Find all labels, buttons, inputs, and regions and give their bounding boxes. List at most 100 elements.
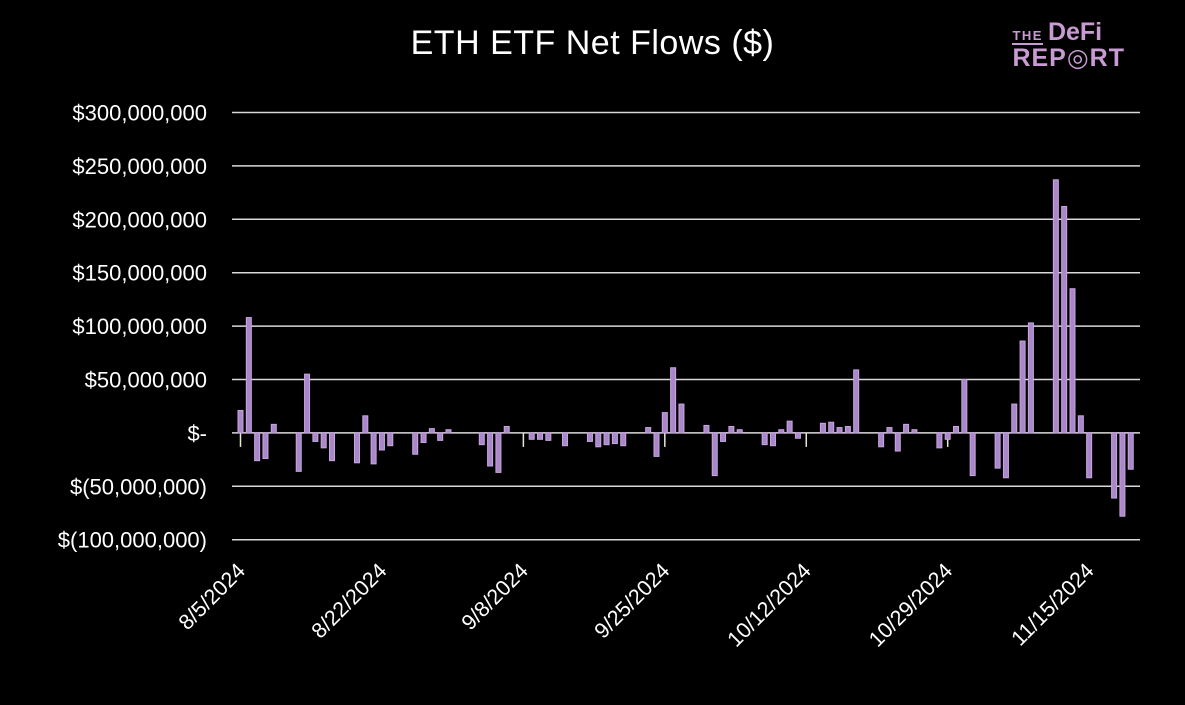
bar-8/26/2024	[412, 432, 419, 455]
y-axis-label: $(50,000,000)	[70, 474, 207, 499]
logo-the: THE	[1012, 28, 1043, 45]
bar-9/10/2024	[537, 432, 544, 440]
bar-10/11/2024	[794, 432, 801, 439]
bar-10/10/2024	[786, 420, 793, 434]
bar-11/13/2024	[1069, 288, 1076, 434]
bar-9/9/2024	[528, 432, 535, 440]
bar-8/16/2024	[329, 432, 336, 462]
bar-8/9/2024	[270, 423, 277, 434]
bar-8/20/2024	[362, 415, 369, 434]
bar-10/18/2024	[853, 369, 860, 434]
bar-8/29/2024	[437, 432, 444, 441]
x-axis-tick	[522, 433, 525, 447]
bar-8/15/2024	[320, 432, 327, 449]
bar-10/25/2024	[911, 429, 918, 434]
logo-rt: RT	[1089, 44, 1125, 72]
bar-9/17/2024	[595, 432, 602, 448]
bar-10/16/2024	[836, 427, 843, 434]
defi-report-logo: THE DeFi REP◎RT	[1012, 20, 1125, 71]
bar-9/16/2024	[586, 432, 593, 442]
x-axis-label: 10/12/2024	[723, 559, 816, 652]
bar-10/31/2024	[961, 379, 968, 434]
bar-11/5/2024	[1002, 432, 1009, 479]
bar-9/23/2024	[645, 427, 652, 434]
bar-10/14/2024	[819, 422, 826, 434]
bar-11/4/2024	[994, 432, 1001, 469]
bar-10/30/2024	[953, 425, 960, 434]
y-axis-label: $250,000,000	[72, 154, 207, 179]
x-axis-label: 9/8/2024	[457, 559, 533, 635]
bar-9/26/2024	[670, 367, 677, 434]
bar-8/22/2024	[378, 432, 385, 451]
bar-8/19/2024	[353, 432, 360, 464]
y-axis-label: $300,000,000	[72, 101, 207, 126]
y-axis-label: $50,000,000	[85, 368, 207, 393]
bar-11/8/2024	[1027, 322, 1034, 434]
bar-10/22/2024	[886, 427, 893, 434]
bar-9/19/2024	[611, 432, 618, 445]
y-axis-label: $100,000,000	[72, 314, 207, 339]
bar-8/21/2024	[370, 432, 377, 465]
bar-9/11/2024	[545, 432, 552, 441]
bar-10/3/2024	[728, 425, 735, 434]
bar-9/5/2024	[495, 432, 502, 473]
x-axis-tick	[805, 433, 808, 447]
y-axis-label: $200,000,000	[72, 207, 207, 232]
bar-9/25/2024	[661, 412, 668, 434]
bar-8/30/2024	[445, 429, 452, 434]
bar-10/7/2024	[761, 432, 768, 446]
bar-8/5/2024	[237, 409, 244, 434]
bar-11/20/2024	[1127, 432, 1134, 470]
x-axis-tick	[946, 433, 949, 447]
x-axis-tick	[664, 433, 666, 447]
x-axis-label: 11/15/2024	[1007, 559, 1099, 651]
chart-title: ETH ETF Net Flows ($)	[410, 24, 775, 62]
bar-9/6/2024	[503, 425, 510, 434]
bar-10/2/2024	[720, 432, 727, 442]
bar-10/28/2024	[936, 432, 943, 449]
bar-9/3/2024	[478, 432, 485, 446]
logo-defi: DeFi	[1047, 18, 1103, 46]
y-axis-label: $-	[187, 421, 207, 446]
bar-11/14/2024	[1077, 415, 1084, 434]
y-axis-label: $(100,000,000)	[58, 528, 207, 553]
bar-10/8/2024	[769, 432, 776, 447]
bar-11/7/2024	[1019, 340, 1026, 434]
bar-9/30/2024	[703, 424, 710, 434]
bar-8/13/2024	[304, 373, 311, 434]
bar-8/8/2024	[262, 432, 269, 460]
logo-line-1: THE DeFi	[1012, 20, 1125, 45]
bar-8/23/2024	[387, 432, 394, 447]
bar-10/21/2024	[878, 432, 885, 448]
bar-10/29/2024	[944, 432, 951, 440]
bar-10/9/2024	[778, 429, 785, 434]
bar-10/15/2024	[828, 421, 835, 434]
bar-8/28/2024	[428, 428, 435, 434]
bar-8/12/2024	[295, 432, 302, 472]
bar-11/6/2024	[1011, 403, 1018, 434]
x-axis-tick	[239, 433, 242, 447]
logo-rep: REP	[1012, 44, 1067, 72]
x-axis-label: 9/25/2024	[590, 559, 675, 644]
bar-10/4/2024	[736, 429, 743, 434]
bar-9/24/2024	[653, 432, 660, 457]
bar-9/4/2024	[487, 432, 494, 467]
y-axis-label: $150,000,000	[72, 261, 207, 286]
bar-9/13/2024	[561, 432, 568, 447]
bar-10/24/2024	[903, 423, 910, 434]
bar-8/7/2024	[254, 432, 261, 462]
bar-10/1/2024	[711, 432, 718, 477]
bar-11/12/2024	[1061, 205, 1068, 434]
bar-10/17/2024	[844, 425, 851, 434]
bar-11/15/2024	[1086, 432, 1093, 479]
bar-10/23/2024	[894, 432, 901, 452]
bar-11/18/2024	[1111, 432, 1118, 499]
bar-11/11/2024	[1052, 179, 1059, 434]
bar-11/19/2024	[1119, 432, 1126, 517]
bar-8/27/2024	[420, 432, 427, 444]
x-axis-label: 10/29/2024	[864, 559, 957, 652]
bar-11/1/2024	[969, 432, 976, 477]
logo-target-icon: ◎	[1066, 44, 1090, 72]
logo-line-2: REP◎RT	[1012, 46, 1125, 71]
